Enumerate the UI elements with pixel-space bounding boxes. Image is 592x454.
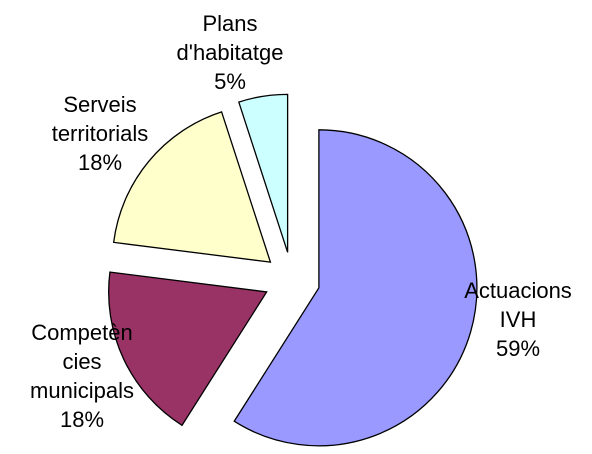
slice-name-line: d'habitatge — [177, 40, 284, 65]
pie-slice-label-2: Serveis territorials 18% — [52, 92, 149, 175]
pie-slice-0 — [233, 129, 478, 447]
pie-slice-2 — [112, 111, 272, 263]
pie-slice-label-3: Plans d'habitatge 5% — [177, 11, 284, 94]
slice-name-line: IVH — [500, 307, 537, 332]
pie-labels: Actuacions IVH 59% Competèn cies municipals 18… — [30, 11, 572, 432]
pie-slice-label-0: Actuacions IVH 59% — [464, 278, 572, 361]
pie-slice-label-1: Competèn cies municipals 18% — [30, 320, 134, 432]
slice-name-line: Serveis — [63, 92, 136, 117]
slice-percent-label: 59% — [496, 336, 540, 361]
slice-percent-label: 18% — [60, 407, 104, 432]
slice-name-line: cies — [62, 349, 101, 374]
slice-name-line: municipals — [30, 378, 134, 403]
slice-name-line: Plans — [202, 11, 257, 36]
slice-name-line: territorials — [52, 121, 149, 146]
slice-percent-label: 18% — [78, 150, 122, 175]
pie-slice-1 — [108, 271, 268, 427]
slice-percent-label: 5% — [214, 69, 246, 94]
pie-slices — [108, 93, 478, 447]
slice-name-line: Actuacions — [464, 278, 572, 303]
slice-name-line: Competèn — [31, 320, 133, 345]
pie-slice-3 — [237, 93, 289, 253]
